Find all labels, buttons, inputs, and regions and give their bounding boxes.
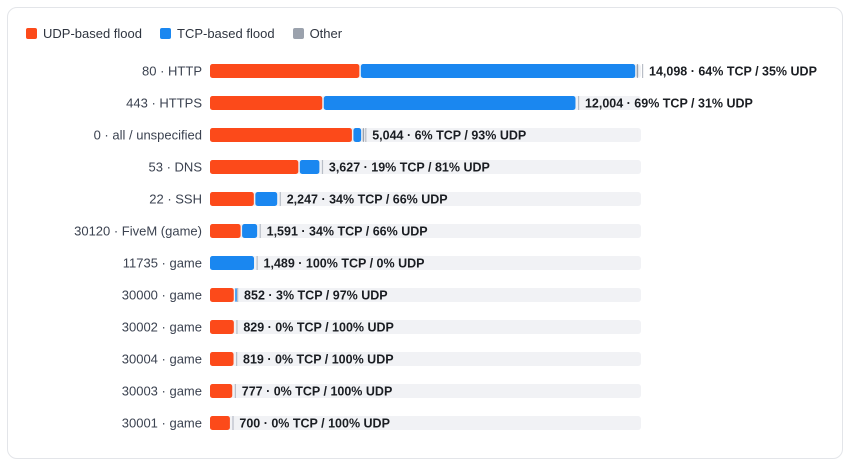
bar-segment-udp xyxy=(210,96,323,110)
bar-end-marker xyxy=(321,160,324,174)
category-label: 30001 · game xyxy=(122,416,202,431)
bar-end-marker xyxy=(232,416,234,430)
value-label: 1,591 · 34% TCP / 66% UDP xyxy=(267,225,428,239)
category-label: 443 · HTTPS xyxy=(126,96,202,111)
bar-segment-udp xyxy=(210,320,234,334)
value-label: 12,004 · 69% TCP / 31% UDP xyxy=(585,97,753,111)
bar-end-marker xyxy=(236,320,238,334)
bar-segment-tcp xyxy=(360,64,636,78)
category-label: 30003 · game xyxy=(122,384,202,399)
bar-segment-udp xyxy=(210,288,234,302)
bar-track xyxy=(210,192,641,206)
bar-segment-tcp xyxy=(210,256,255,270)
bar-segment-udp xyxy=(210,384,233,398)
bar-track xyxy=(210,352,641,366)
bar-track xyxy=(210,224,641,238)
category-label: 30004 · game xyxy=(122,352,202,367)
legend-item-other[interactable]: Other xyxy=(292,25,343,41)
value-label: 1,489 · 100% TCP / 0% UDP xyxy=(264,257,425,271)
bar-segment-udp xyxy=(210,160,299,174)
bar-segment-udp xyxy=(210,192,254,206)
bar-segment-udp xyxy=(210,416,230,430)
bar-segment-tcp xyxy=(235,288,237,302)
bar-end-marker xyxy=(259,224,261,238)
bar-track xyxy=(210,288,641,302)
bar-segment-tcp xyxy=(299,160,320,174)
bar-end-marker xyxy=(237,288,239,302)
bar-end-marker xyxy=(642,64,644,78)
legend-swatch-other xyxy=(292,27,304,39)
legend-item-udp[interactable]: UDP-based flood xyxy=(26,26,142,41)
category-label: 22 · SSH xyxy=(149,192,202,207)
bar-end-marker xyxy=(236,352,238,366)
category-label: 53 · DNS xyxy=(149,160,203,175)
legend-item-tcp[interactable]: TCP-based flood xyxy=(160,26,275,41)
category-label: 30000 · game xyxy=(122,288,202,303)
bar-segment-tcp xyxy=(353,128,362,142)
bar-segment-other xyxy=(362,128,365,142)
value-label: 829 · 0% TCP / 100% UDP xyxy=(243,321,394,335)
bar-segment-tcp xyxy=(255,192,278,206)
value-label: 700 · 0% TCP / 100% UDP xyxy=(239,417,390,431)
bar-end-marker xyxy=(365,128,367,142)
category-label: 0 · all / unspecified xyxy=(94,128,202,143)
category-label: 80 · HTTP xyxy=(142,64,202,79)
value-label: 777 · 0% TCP / 100% UDP xyxy=(242,385,393,399)
bar-end-marker xyxy=(279,192,281,206)
bar-track xyxy=(210,384,641,398)
category-label: 30120 · FiveM (game) xyxy=(74,224,202,239)
legend-label-other: Other xyxy=(309,25,343,41)
value-label: 5,044 · 6% TCP / 93% UDP xyxy=(372,129,526,143)
value-label: 2,247 · 34% TCP / 66% UDP xyxy=(287,193,448,207)
bar-segment-udp xyxy=(210,352,234,366)
value-label: 14,098 · 64% TCP / 35% UDP xyxy=(649,65,817,79)
bar-end-marker xyxy=(234,384,236,398)
bar-track xyxy=(210,320,641,334)
category-label: 11735 · game xyxy=(123,256,202,271)
bar-segment-udp xyxy=(210,224,241,238)
bar-end-marker xyxy=(577,96,580,110)
category-label: 30002 · game xyxy=(122,320,202,335)
legend-swatch-udp xyxy=(26,27,37,39)
bar-segment-udp xyxy=(210,128,352,142)
bar-track xyxy=(210,256,641,270)
legend-label-tcp: TCP-based flood xyxy=(177,25,275,41)
bar-segment-other xyxy=(636,64,639,78)
legend-label-udp: UDP-based flood xyxy=(43,25,142,41)
value-label: 852 · 3% TCP / 97% UDP xyxy=(244,289,388,303)
bar-end-marker xyxy=(256,256,258,270)
bar-segment-udp xyxy=(210,64,360,78)
bar-track xyxy=(210,416,641,430)
bar-segment-tcp xyxy=(323,96,576,110)
value-label: 819 · 0% TCP / 100% UDP xyxy=(243,353,394,367)
value-label: 3,627 · 19% TCP / 81% UDP xyxy=(329,161,490,175)
legend: UDP-based flood TCP-based flood Other xyxy=(26,24,342,42)
legend-swatch-tcp xyxy=(160,27,171,39)
bar-segment-tcp xyxy=(242,224,258,238)
